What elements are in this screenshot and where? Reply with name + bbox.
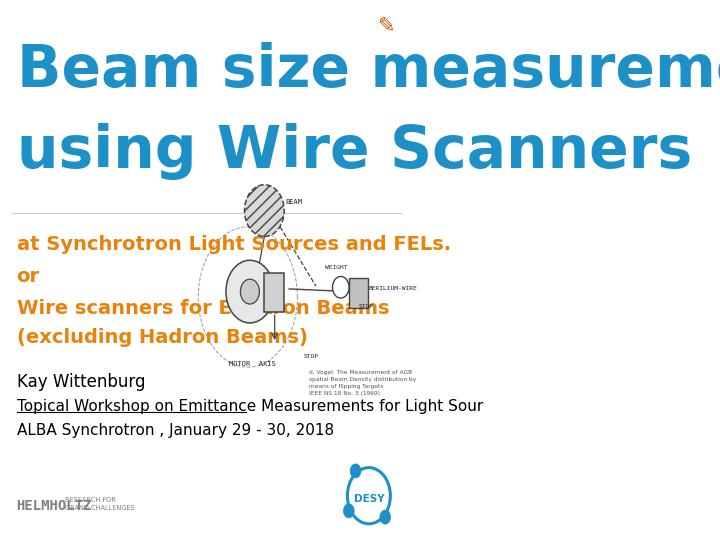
Text: Beam size measurements: Beam size measurements: [17, 42, 720, 99]
Circle shape: [240, 279, 259, 304]
Circle shape: [380, 510, 390, 524]
FancyBboxPatch shape: [349, 278, 368, 308]
Text: STOP: STOP: [359, 304, 374, 309]
Text: Topical Workshop on Emittance Measurements for Light Sour: Topical Workshop on Emittance Measuremen…: [17, 399, 483, 414]
Text: using Wire Scanners: using Wire Scanners: [17, 123, 692, 180]
FancyBboxPatch shape: [264, 273, 284, 312]
Text: MOTOR  AXIS: MOTOR AXIS: [229, 361, 276, 368]
Text: BEAM: BEAM: [285, 199, 302, 206]
Text: WEIGHT: WEIGHT: [325, 265, 348, 270]
Text: BERILIUM-WIRE: BERILIUM-WIRE: [369, 286, 418, 291]
Circle shape: [350, 464, 361, 478]
Text: HELMHOLTZ: HELMHOLTZ: [17, 499, 92, 513]
Text: or: or: [17, 267, 40, 286]
Text: ALBA Synchrotron , January 29 - 30, 2018: ALBA Synchrotron , January 29 - 30, 2018: [17, 423, 333, 438]
Text: DESY: DESY: [354, 494, 384, 504]
Text: at Synchrotron Light Sources and FELs.: at Synchrotron Light Sources and FELs.: [17, 234, 451, 254]
Text: (excluding Hadron Beams): (excluding Hadron Beams): [17, 328, 307, 347]
Circle shape: [343, 504, 354, 518]
Circle shape: [347, 468, 390, 524]
Text: STOP: STOP: [304, 354, 318, 359]
Text: RESEARCH FOR
GRAND CHALLENGES: RESEARCH FOR GRAND CHALLENGES: [66, 497, 135, 511]
Circle shape: [245, 185, 284, 237]
Text: d. Vogel: The Measurement of AGB
spatial Beam Density distribution by
means of f: d. Vogel: The Measurement of AGB spatial…: [309, 370, 416, 396]
Circle shape: [226, 260, 274, 323]
Text: Wire scanners for Electron Beams: Wire scanners for Electron Beams: [17, 299, 389, 319]
Circle shape: [333, 276, 349, 298]
Text: Kay Wittenburg: Kay Wittenburg: [17, 373, 145, 392]
Text: ✎: ✎: [377, 16, 395, 36]
